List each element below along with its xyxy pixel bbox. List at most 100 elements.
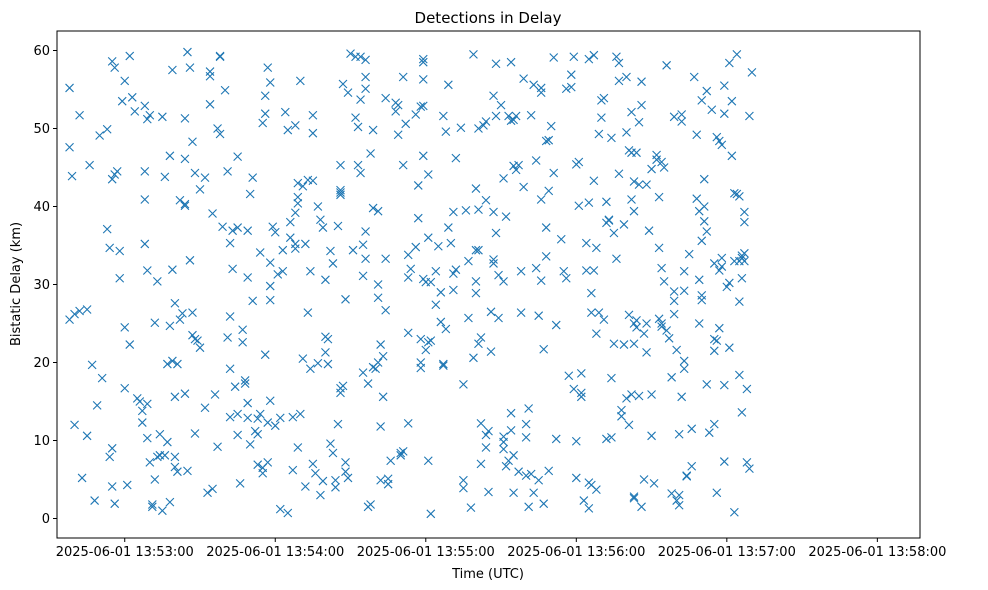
detection-marker <box>253 460 263 470</box>
detection-marker <box>742 384 752 394</box>
detection-marker <box>448 207 458 217</box>
detection-marker <box>702 227 712 236</box>
detection-marker <box>386 456 396 466</box>
detection-marker <box>150 475 160 484</box>
detection-marker <box>662 60 672 70</box>
detection-marker <box>243 398 253 408</box>
detection-marker <box>632 148 641 158</box>
detection-marker <box>524 404 534 413</box>
detection-marker <box>175 315 185 324</box>
detection-marker <box>589 176 599 186</box>
detection-marker <box>740 207 749 217</box>
detection-marker <box>679 266 689 276</box>
detection-marker <box>629 492 639 502</box>
detection-marker <box>255 409 265 419</box>
detection-marker <box>566 82 576 92</box>
detection-marker <box>288 412 298 422</box>
detection-marker <box>275 504 285 514</box>
detection-marker <box>260 350 270 360</box>
detection-marker <box>551 434 561 444</box>
y-tick-label: 20 <box>33 356 50 371</box>
detection-marker <box>724 58 734 68</box>
detection-marker <box>308 176 318 186</box>
detection-marker <box>235 479 245 488</box>
detection-marker <box>456 123 466 133</box>
detection-marker <box>546 121 556 131</box>
detection-marker <box>416 363 426 373</box>
detection-marker <box>511 165 521 175</box>
detection-marker <box>188 308 197 317</box>
detection-marker <box>697 96 707 105</box>
detection-marker <box>260 109 270 119</box>
detection-marker <box>115 273 125 283</box>
detection-marker <box>145 110 155 120</box>
x-tick-label: 2025-06-01 13:58:00 <box>808 545 946 560</box>
detection-marker <box>544 186 554 196</box>
detection-marker <box>381 93 391 103</box>
detection-marker <box>549 168 559 178</box>
detection-marker <box>486 307 496 317</box>
detection-marker <box>208 484 217 494</box>
detection-marker <box>426 277 436 287</box>
detection-marker <box>70 420 79 430</box>
detection-marker <box>285 233 295 243</box>
detection-marker <box>469 353 478 363</box>
detection-marker <box>318 223 328 232</box>
detection-marker <box>499 437 508 447</box>
detection-marker <box>102 124 112 134</box>
detection-marker <box>740 248 749 258</box>
detection-marker <box>521 432 531 442</box>
detection-marker <box>674 500 684 510</box>
detection-marker <box>288 465 298 475</box>
detection-marker <box>719 109 729 119</box>
detection-marker <box>438 361 448 371</box>
detection-marker <box>589 50 599 60</box>
detection-marker <box>647 164 656 174</box>
detection-marker <box>193 336 202 346</box>
detection-marker <box>474 245 483 255</box>
detection-marker <box>238 325 248 335</box>
detection-marker <box>391 106 401 116</box>
detection-marker <box>471 276 481 286</box>
detection-marker <box>333 221 343 231</box>
detection-marker <box>107 443 117 453</box>
detection-marker <box>190 334 200 344</box>
detection-marker <box>657 263 666 273</box>
detection-marker <box>481 117 491 126</box>
detection-marker <box>474 339 483 349</box>
detection-marker <box>614 76 624 86</box>
detection-marker <box>162 359 172 369</box>
detection-marker <box>200 173 210 183</box>
detection-marker <box>576 388 586 398</box>
detection-marker <box>571 436 581 446</box>
detection-marker <box>564 371 574 381</box>
detection-marker <box>612 254 621 264</box>
detection-marker <box>431 300 441 310</box>
detection-marker <box>311 468 320 478</box>
detection-marker <box>541 252 551 261</box>
detection-marker <box>285 217 295 227</box>
detection-marker <box>674 490 684 500</box>
detection-marker <box>669 287 679 296</box>
detection-marker <box>448 269 458 278</box>
detection-marker <box>539 344 549 354</box>
detection-marker <box>142 433 152 443</box>
detection-marker <box>599 93 609 103</box>
x-tick-label: 2025-06-01 13:53:00 <box>56 545 194 560</box>
detection-marker <box>265 396 275 406</box>
detection-marker <box>423 233 433 243</box>
detection-marker <box>218 222 227 232</box>
detection-marker <box>591 329 601 339</box>
detection-marker <box>147 500 157 509</box>
detection-marker <box>213 442 222 452</box>
detection-marker <box>173 467 182 477</box>
detection-marker <box>373 358 383 367</box>
detection-marker <box>358 368 368 378</box>
detection-marker <box>461 206 471 215</box>
detection-marker <box>489 207 498 217</box>
detection-marker <box>526 469 536 479</box>
detection-marker <box>499 444 508 454</box>
detection-marker <box>233 152 243 161</box>
detection-marker <box>243 226 253 236</box>
detection-marker <box>418 54 428 64</box>
